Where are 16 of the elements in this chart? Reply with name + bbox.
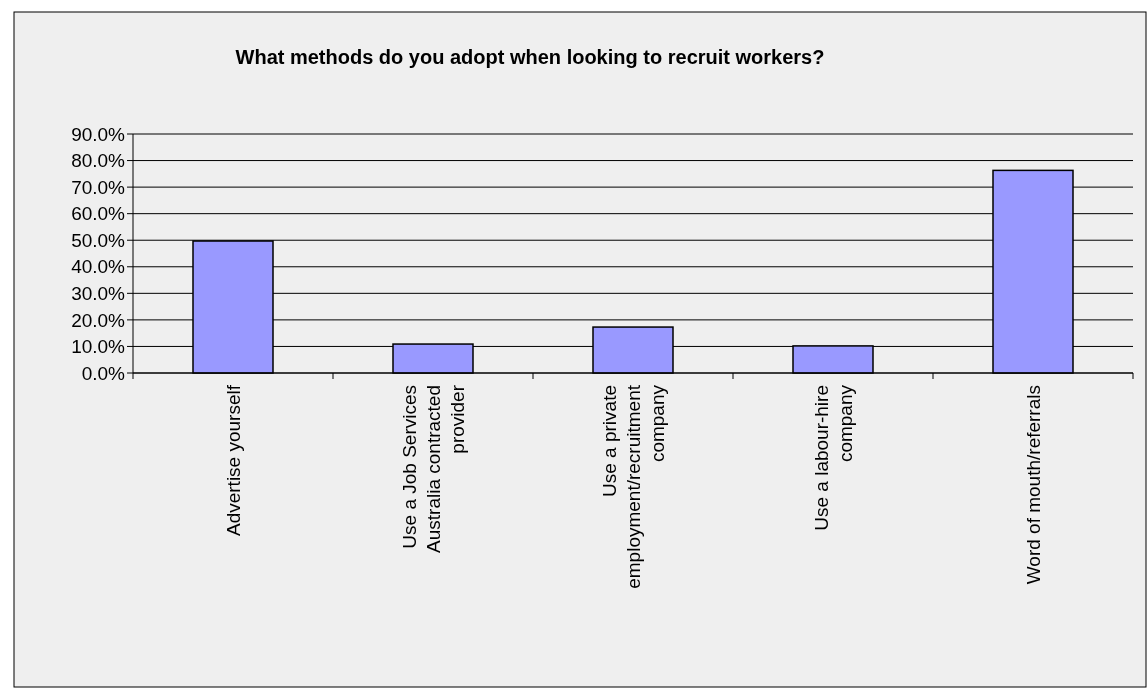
x-tick-label: Advertise yourself: [222, 384, 244, 537]
x-tick-label: Use a private employment/recruitment company: [598, 384, 668, 589]
x-tick-label: Word of mouth/referrals: [1022, 385, 1044, 585]
chart-title: What methods do you adopt when looking to recruit workers?: [235, 46, 825, 68]
x-tick-label: Use a Job Services Australia contracted provider: [398, 384, 468, 553]
y-tick-label: 30.0%: [71, 282, 126, 304]
y-tick-label: 20.0%: [71, 309, 126, 331]
y-tick-label: 40.0%: [71, 256, 126, 278]
y-tick-label: 70.0%: [71, 176, 126, 198]
x-tick-label: Use a labour-hire company: [810, 384, 856, 531]
y-tick-label: 10.0%: [71, 336, 126, 358]
y-tick-label: 90.0%: [71, 123, 126, 145]
y-tick-label: 60.0%: [71, 203, 126, 225]
y-tick-label: 0.0%: [81, 362, 126, 384]
y-tick-label: 50.0%: [71, 229, 126, 251]
y-tick-label: 80.0%: [71, 150, 126, 172]
